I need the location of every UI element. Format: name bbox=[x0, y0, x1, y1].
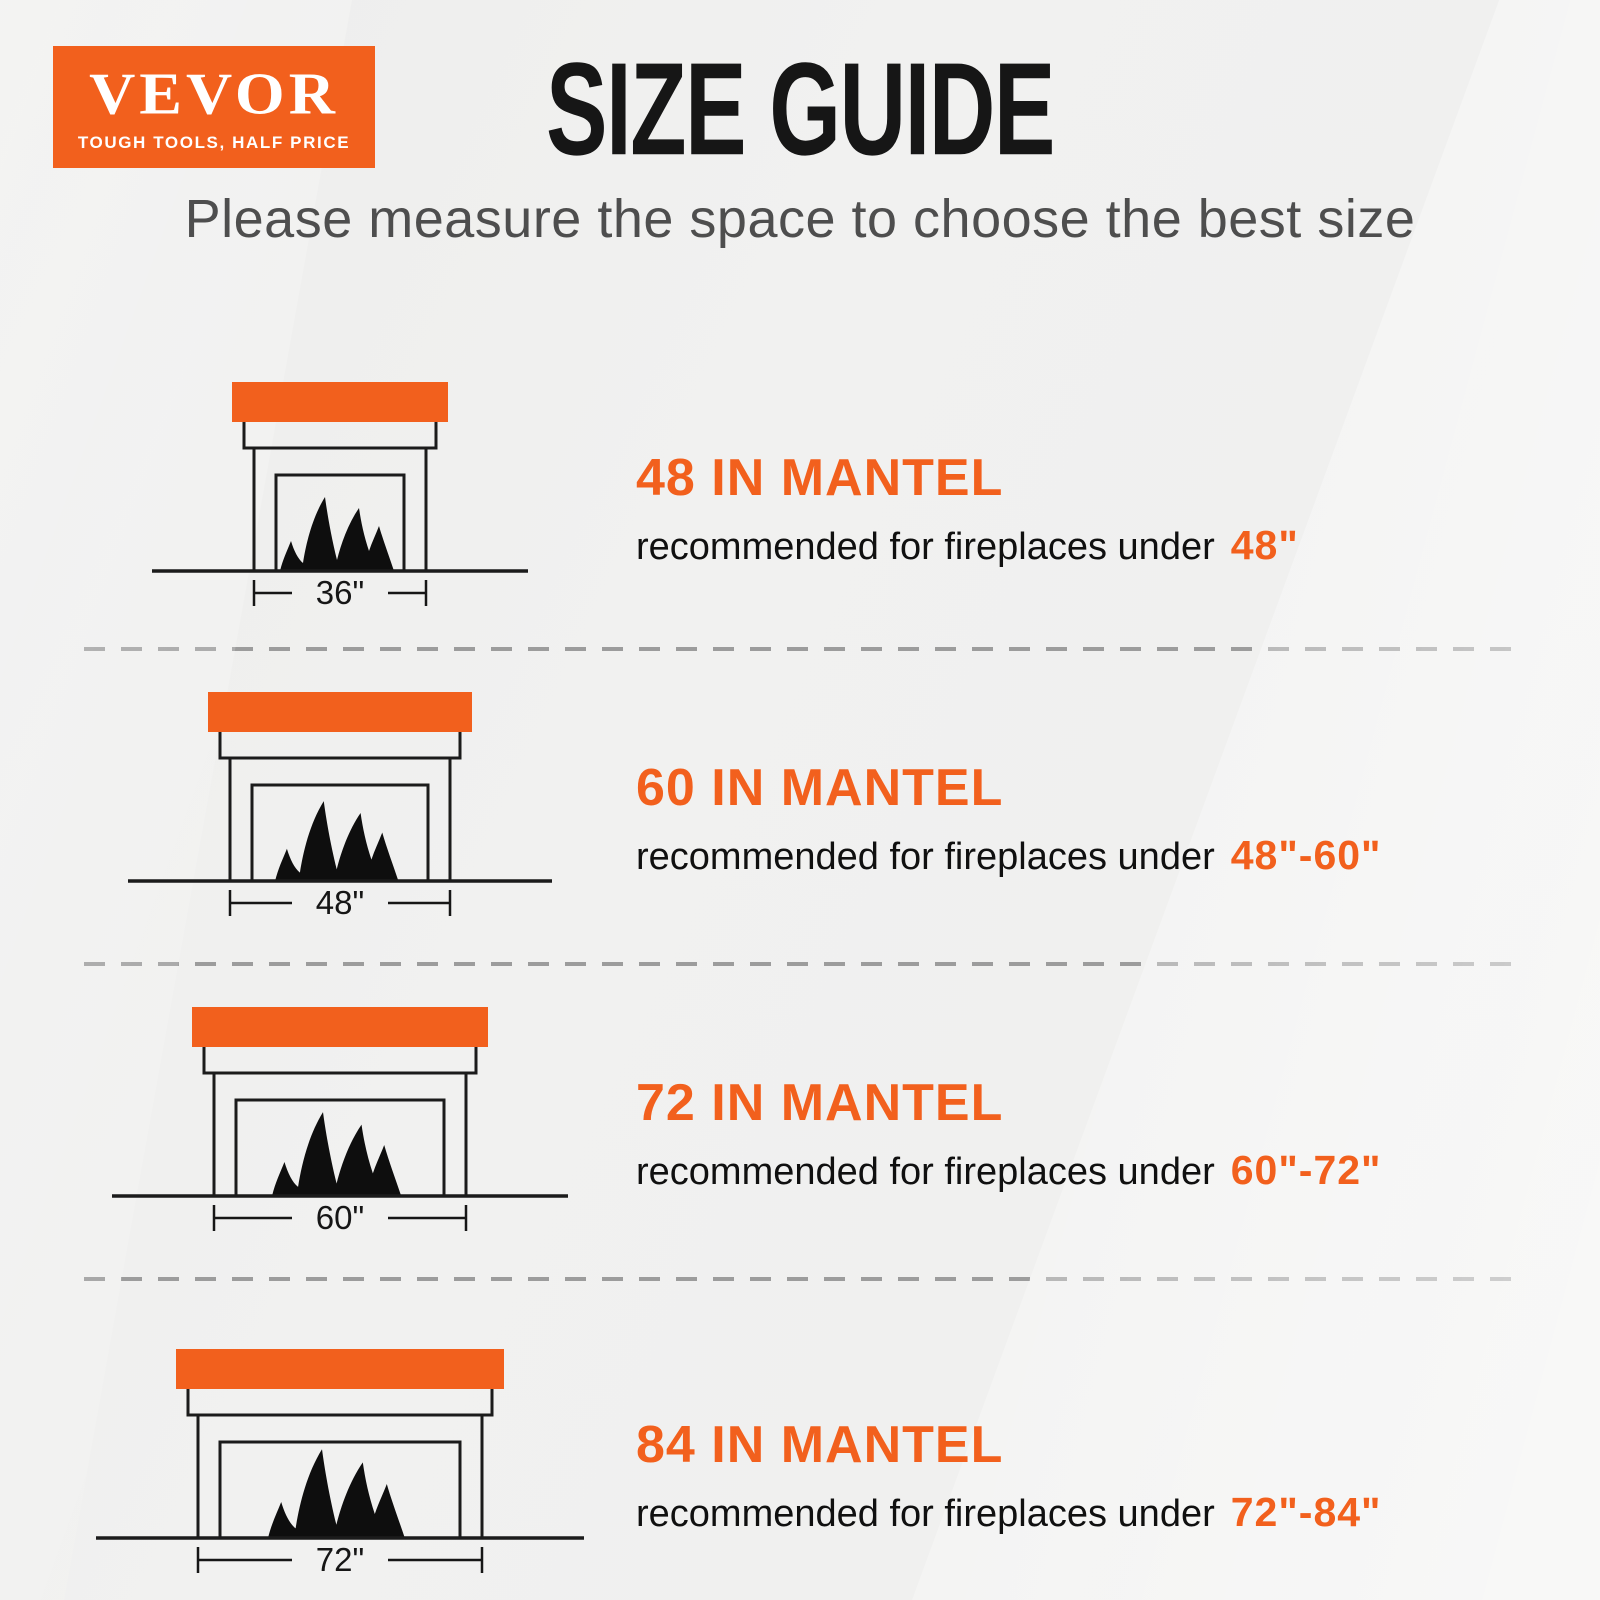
row-text-84: 84 IN MANTEL recommended for fireplaces … bbox=[636, 1415, 1600, 1536]
recommendation-range: 48"-60" bbox=[1230, 832, 1382, 878]
mantel-shelf bbox=[208, 692, 472, 732]
mantel-title: 48 IN MANTEL bbox=[636, 449, 1004, 507]
fireplace-frieze bbox=[218, 728, 462, 760]
fireplace-figure-84: 72" bbox=[24, 1341, 636, 1586]
dimension-line: 36" bbox=[252, 574, 428, 611]
brand-logo: VEVOR TOUGH TOOLS, HALF PRICE bbox=[53, 46, 375, 168]
flame-icon bbox=[268, 1449, 405, 1538]
dimension-label: 60" bbox=[316, 1199, 364, 1236]
recommendation-line: recommended for fireplaces under 60"-72" bbox=[636, 1147, 1600, 1194]
recommendation-range: 48" bbox=[1230, 522, 1299, 568]
fireplace-frieze bbox=[242, 418, 438, 450]
fireplace-frieze bbox=[186, 1385, 494, 1417]
recommendation-text: recommended for fireplaces under bbox=[636, 1493, 1215, 1535]
header: VEVOR TOUGH TOOLS, HALF PRICE SIZE GUIDE… bbox=[0, 35, 1600, 346]
mantel-title: 84 IN MANTEL bbox=[636, 1416, 1004, 1474]
recommendation-range: 60"-72" bbox=[1230, 1147, 1382, 1193]
size-row-60: 48" 60 IN MANTEL recommended for firepla… bbox=[0, 651, 1600, 962]
fireplace-figure-60: 48" bbox=[24, 684, 636, 929]
brand-name: VEVOR bbox=[89, 60, 339, 126]
brand-tagline: TOUGH TOOLS, HALF PRICE bbox=[77, 132, 351, 152]
fireplace-figure-72: 60" bbox=[24, 999, 636, 1244]
fireplace-figure-48: 36" bbox=[24, 374, 636, 619]
dimension-line: 72" bbox=[196, 1541, 484, 1578]
mantel-shelf bbox=[232, 382, 448, 422]
recommendation-text: recommended for fireplaces under bbox=[636, 836, 1215, 878]
fireplace-frieze bbox=[202, 1043, 478, 1075]
dimension-label: 72" bbox=[316, 1541, 364, 1578]
size-row-84: 72" 84 IN MANTEL recommended for firepla… bbox=[0, 1281, 1600, 1600]
fireplace-illustration-72: 60" bbox=[112, 1007, 568, 1236]
size-row-72: 60" 72 IN MANTEL recommended for firepla… bbox=[0, 966, 1600, 1277]
mantel-title: 72 IN MANTEL bbox=[636, 1074, 1004, 1132]
row-divider bbox=[84, 647, 1516, 651]
dimension-label: 48" bbox=[316, 884, 364, 921]
fireplace-illustration-48: 36" bbox=[152, 382, 528, 611]
mantel-shelf bbox=[176, 1349, 504, 1389]
recommendation-line: recommended for fireplaces under 48" bbox=[636, 522, 1600, 569]
recommendation-line: recommended for fireplaces under 48"-60" bbox=[636, 832, 1600, 879]
row-divider bbox=[84, 962, 1516, 966]
row-text-48: 48 IN MANTEL recommended for fireplaces … bbox=[636, 448, 1600, 569]
row-text-60: 60 IN MANTEL recommended for fireplaces … bbox=[636, 758, 1600, 879]
flame-icon bbox=[275, 801, 399, 882]
fireplace-illustration-84: 72" bbox=[96, 1349, 584, 1578]
dimension-line: 48" bbox=[228, 884, 452, 921]
row-divider bbox=[84, 1277, 1516, 1281]
page-subtitle: Please measure the space to choose the b… bbox=[184, 189, 1416, 249]
size-row-48: 36" 48 IN MANTEL recommended for firepla… bbox=[0, 346, 1600, 647]
dimension-label: 36" bbox=[316, 574, 364, 611]
recommendation-text: recommended for fireplaces under bbox=[636, 526, 1215, 568]
recommendation-text: recommended for fireplaces under bbox=[636, 1151, 1215, 1193]
page-title: SIZE GUIDE bbox=[546, 35, 1055, 184]
flame-icon bbox=[280, 497, 394, 571]
mantel-shelf bbox=[192, 1007, 488, 1047]
dimension-line: 60" bbox=[212, 1199, 468, 1236]
row-text-72: 72 IN MANTEL recommended for fireplaces … bbox=[636, 1073, 1600, 1194]
mantel-title: 60 IN MANTEL bbox=[636, 759, 1004, 817]
recommendation-range: 72"-84" bbox=[1230, 1489, 1382, 1535]
fireplace-illustration-60: 48" bbox=[128, 692, 552, 921]
flame-icon bbox=[272, 1112, 402, 1196]
recommendation-line: recommended for fireplaces under 72"-84" bbox=[636, 1489, 1600, 1536]
